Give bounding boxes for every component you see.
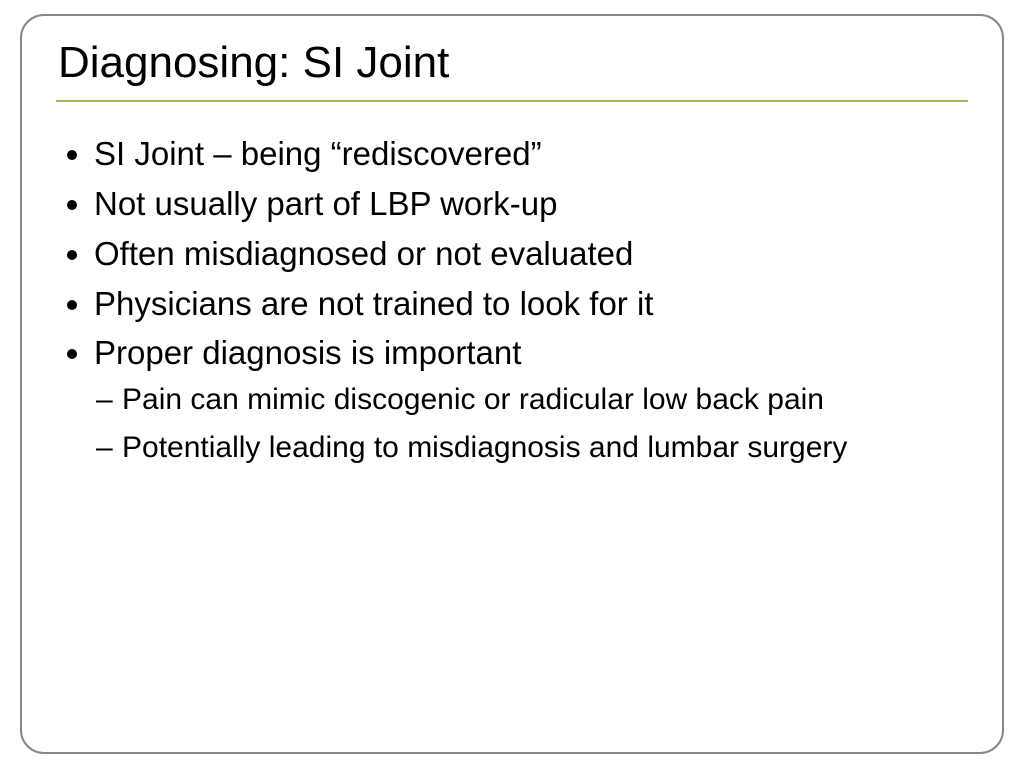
sub-bullet-list: Pain can mimic discogenic or radicular l… bbox=[94, 379, 968, 469]
bullet-list: SI Joint – being “rediscovered” Not usua… bbox=[56, 130, 968, 469]
sub-list-item: Potentially leading to misdiagnosis and … bbox=[122, 427, 968, 469]
list-item: Proper diagnosis is important Pain can m… bbox=[94, 329, 968, 469]
bullet-text: Proper diagnosis is important bbox=[94, 334, 521, 371]
sub-bullet-text: Pain can mimic discogenic or radicular l… bbox=[122, 383, 824, 416]
bullet-text: SI Joint – being “rediscovered” bbox=[94, 135, 542, 172]
bullet-text: Often misdiagnosed or not evaluated bbox=[94, 235, 633, 272]
bullet-text: Physicians are not trained to look for i… bbox=[94, 285, 653, 322]
list-item: SI Joint – being “rediscovered” bbox=[94, 130, 968, 178]
title-underline bbox=[56, 100, 968, 102]
slide-frame: Diagnosing: SI Joint SI Joint – being “r… bbox=[20, 14, 1004, 754]
list-item: Not usually part of LBP work-up bbox=[94, 180, 968, 228]
list-item: Physicians are not trained to look for i… bbox=[94, 280, 968, 328]
slide-title: Diagnosing: SI Joint bbox=[58, 38, 968, 88]
list-item: Often misdiagnosed or not evaluated bbox=[94, 230, 968, 278]
sub-list-item: Pain can mimic discogenic or radicular l… bbox=[122, 379, 968, 421]
bullet-text: Not usually part of LBP work-up bbox=[94, 185, 557, 222]
sub-bullet-text: Potentially leading to misdiagnosis and … bbox=[122, 431, 847, 464]
